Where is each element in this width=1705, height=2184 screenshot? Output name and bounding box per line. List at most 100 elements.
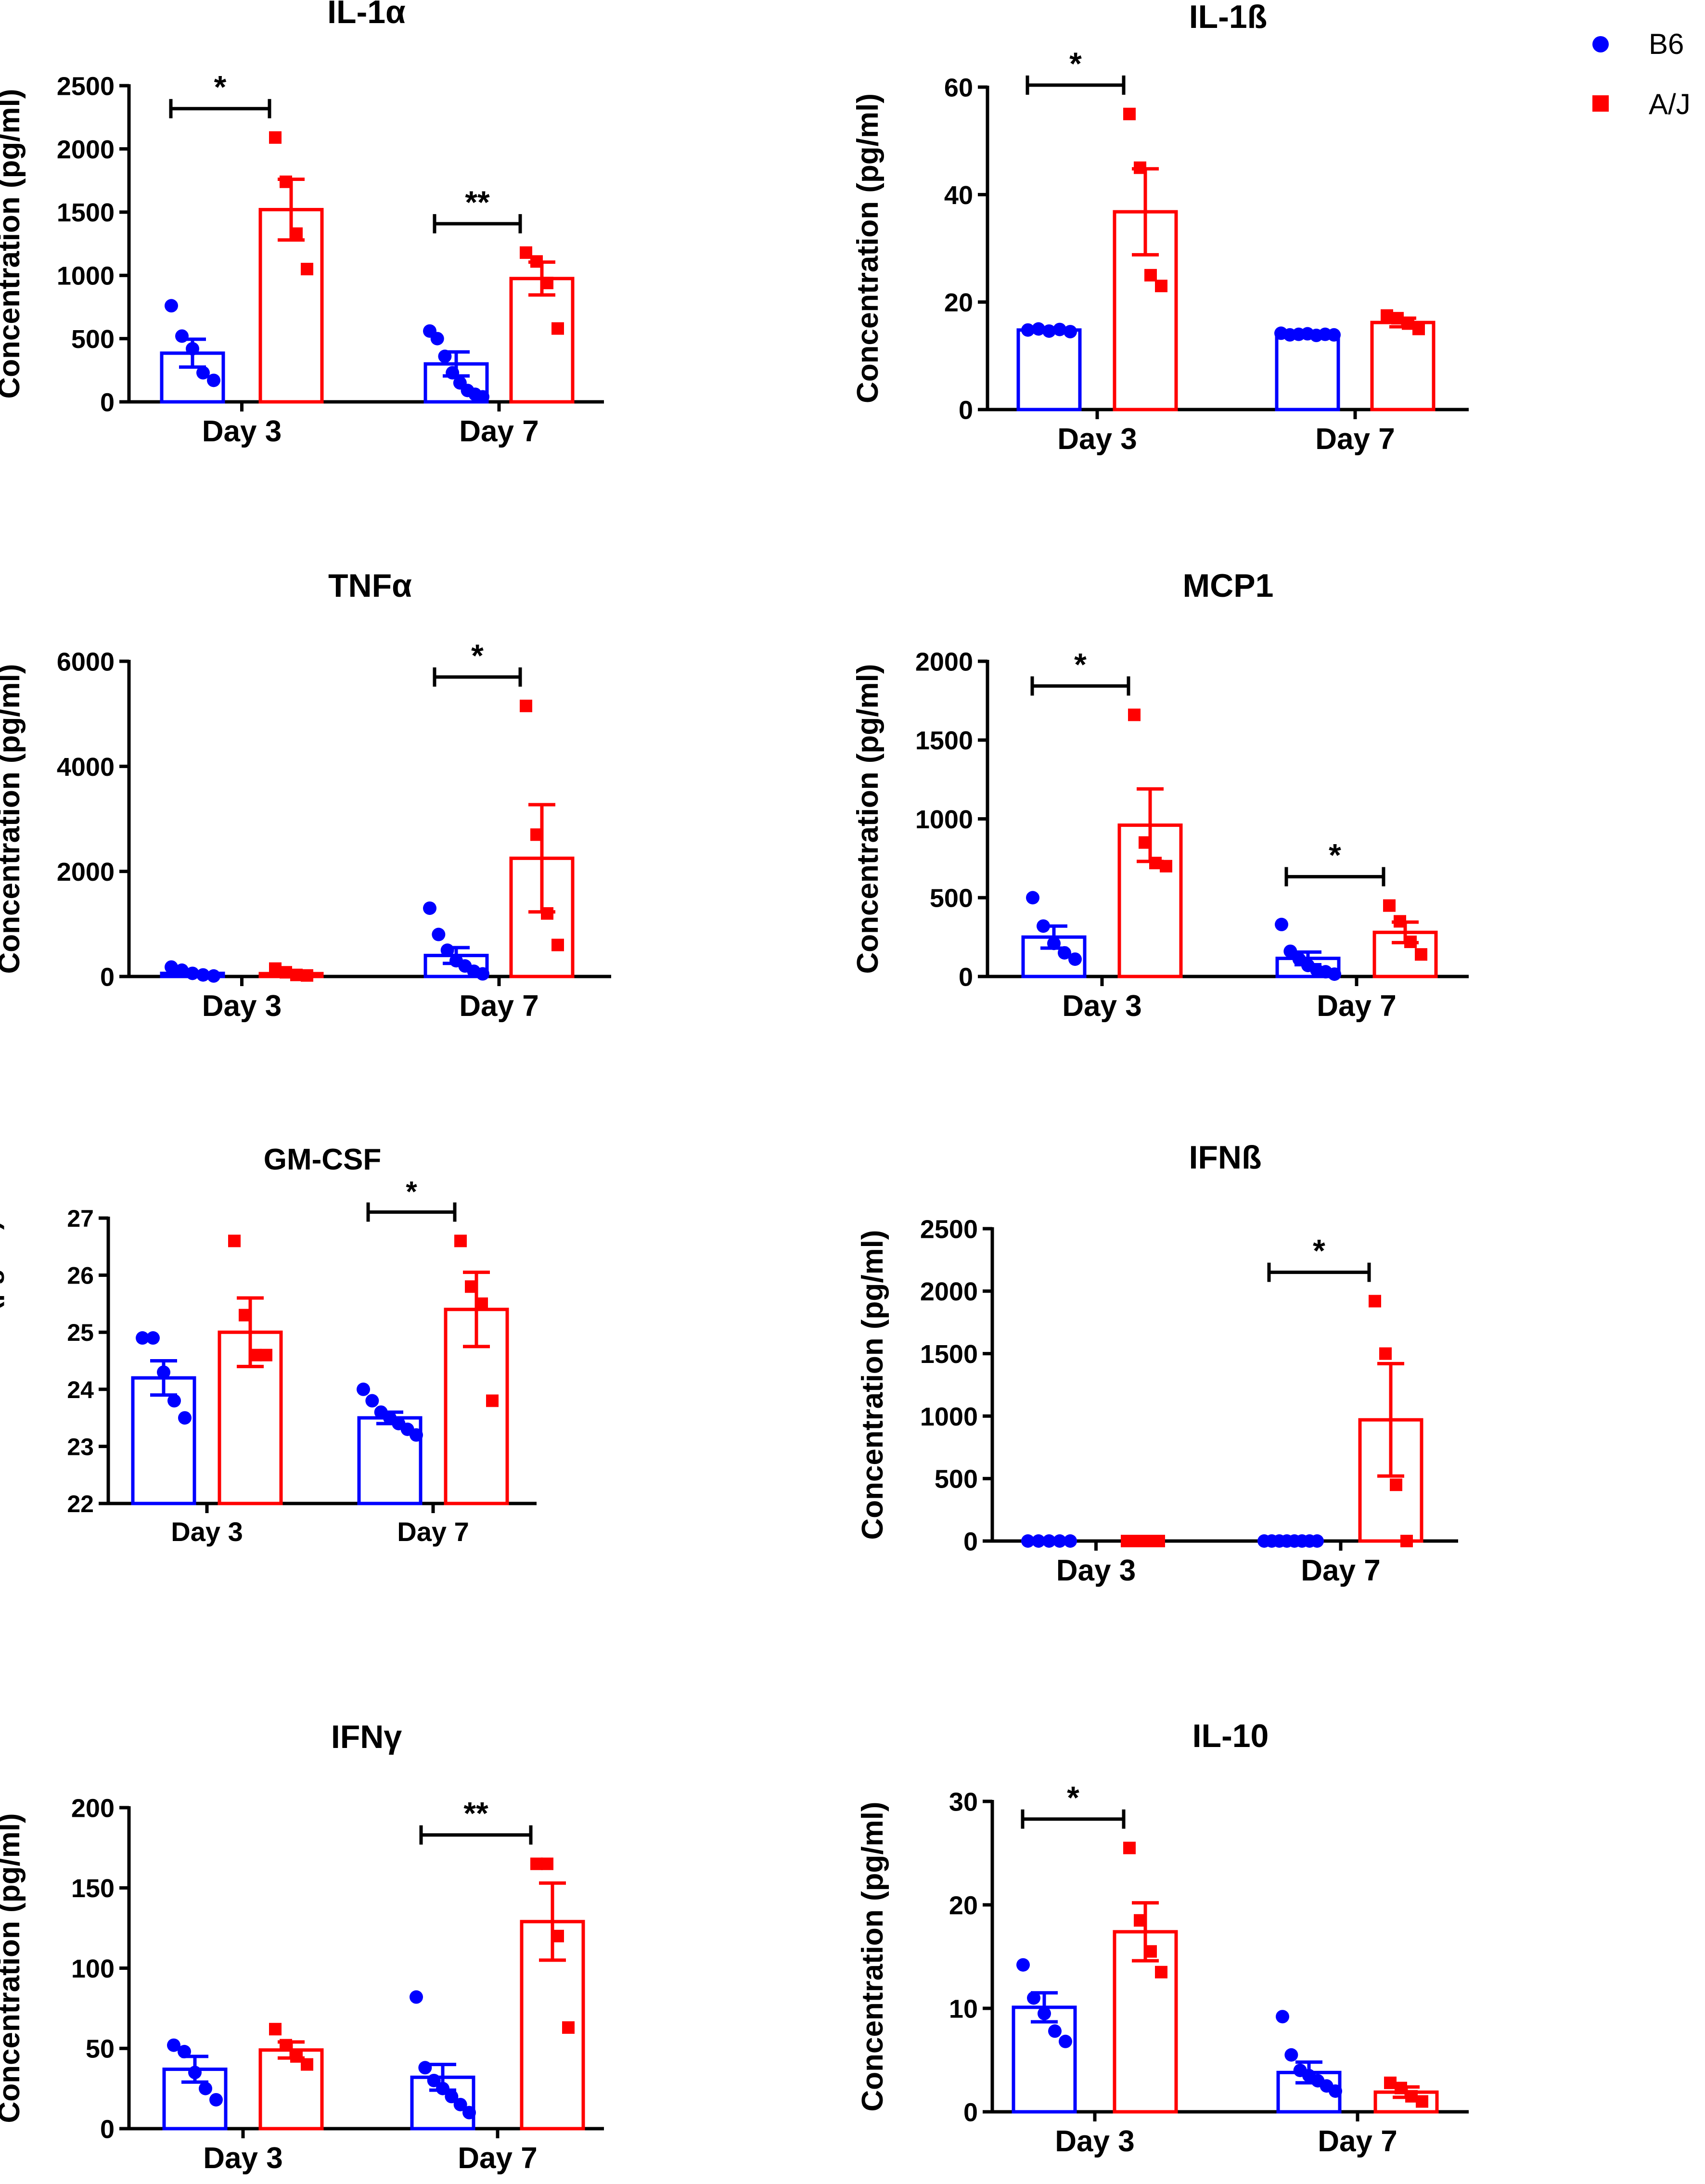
y-axis-label: Concentration (pg/ml) bbox=[0, 1221, 4, 1501]
x-tick-label: Day 3 bbox=[1062, 989, 1141, 1023]
legend-label-aj: A/J bbox=[1649, 88, 1691, 120]
data-point-b6 bbox=[1276, 2010, 1289, 2024]
data-point-b6 bbox=[186, 966, 199, 980]
data-point-aj bbox=[249, 1349, 262, 1362]
y-tick-label: 1000 bbox=[915, 805, 973, 834]
data-point-b6 bbox=[136, 1331, 149, 1345]
y-axis-label: Concentration (pg/ml) bbox=[0, 89, 26, 398]
chart-panel-8: IL-10 Concentration (pg/ml) 0 10 20 30 Day 3 Da… bbox=[856, 1718, 1469, 2158]
y-tick-label: 22 bbox=[67, 1490, 94, 1517]
data-point-b6 bbox=[1048, 2024, 1062, 2038]
data-point-aj bbox=[1381, 309, 1393, 322]
data-point-aj bbox=[1383, 899, 1396, 912]
x-tick-label: Day 3 bbox=[203, 2142, 282, 2175]
data-point-aj bbox=[290, 2050, 303, 2063]
y-axis-label: Concentration (pg/ml) bbox=[851, 664, 885, 974]
data-point-aj bbox=[290, 968, 303, 981]
data-point-b6 bbox=[445, 2090, 459, 2104]
data-point-b6 bbox=[365, 1394, 379, 1408]
y-tick-label: 2500 bbox=[920, 1215, 978, 1244]
y-tick-label: 1500 bbox=[920, 1340, 978, 1369]
data-point-b6 bbox=[1329, 2084, 1342, 2098]
data-point-b6 bbox=[165, 299, 178, 313]
significance-label: * bbox=[471, 638, 484, 673]
y-tick-label: 40 bbox=[944, 181, 973, 210]
y-tick-label: 0 bbox=[959, 963, 973, 991]
data-point-aj bbox=[486, 1394, 499, 1407]
data-point-aj bbox=[301, 969, 313, 982]
data-point-b6 bbox=[146, 1331, 160, 1345]
y-tick-label: 25 bbox=[67, 1319, 94, 1346]
data-point-b6 bbox=[432, 927, 446, 941]
data-point-aj bbox=[1160, 860, 1172, 873]
data-point-aj bbox=[1405, 2090, 1418, 2103]
data-point-b6 bbox=[209, 2093, 223, 2107]
y-tick-label: 500 bbox=[935, 1465, 978, 1494]
y-tick-label: 10 bbox=[949, 1994, 978, 2023]
data-point-b6 bbox=[186, 342, 199, 356]
significance-label: * bbox=[1313, 1233, 1325, 1269]
data-point-b6 bbox=[1042, 324, 1056, 338]
data-point-aj bbox=[239, 1309, 251, 1322]
chart-title: IL-10 bbox=[1192, 1718, 1269, 1754]
bar-b6 bbox=[1016, 328, 1082, 411]
data-point-aj bbox=[1391, 312, 1404, 325]
data-point-aj bbox=[1415, 948, 1427, 961]
data-point-b6 bbox=[188, 2066, 202, 2080]
x-tick-label: Day 3 bbox=[202, 415, 282, 448]
data-point-aj bbox=[269, 962, 282, 975]
y-axis-label: Concentration (pg/ml) bbox=[0, 664, 26, 974]
data-point-b6 bbox=[476, 390, 489, 404]
data-point-aj bbox=[1400, 1535, 1413, 1547]
y-tick-label: 27 bbox=[67, 1205, 94, 1232]
data-point-aj bbox=[1123, 107, 1136, 120]
data-point-aj bbox=[260, 1349, 272, 1362]
x-tick-label: Day 7 bbox=[1315, 423, 1395, 456]
data-point-aj bbox=[301, 263, 313, 276]
significance-label: * bbox=[1074, 646, 1087, 682]
data-point-b6 bbox=[1310, 1534, 1324, 1548]
data-point-aj bbox=[1155, 1966, 1167, 1978]
data-point-aj bbox=[1144, 269, 1157, 282]
bar-aj bbox=[509, 277, 575, 404]
y-axis-label: Concentration (pg/ml) bbox=[0, 1813, 26, 2123]
data-point-b6 bbox=[476, 967, 489, 981]
y-tick-label: 1000 bbox=[57, 262, 115, 291]
data-point-aj bbox=[551, 1929, 564, 1942]
data-point-b6 bbox=[196, 968, 210, 982]
chart-title: MCP1 bbox=[1183, 567, 1274, 604]
y-tick-label: 26 bbox=[67, 1262, 94, 1289]
data-point-aj bbox=[551, 322, 564, 335]
significance-label: ** bbox=[463, 1796, 488, 1831]
data-point-b6 bbox=[410, 1990, 423, 2004]
bar-aj bbox=[1370, 321, 1436, 411]
data-point-aj bbox=[1121, 1535, 1133, 1547]
significance-label: * bbox=[406, 1175, 417, 1208]
chart-title: IL-1ß bbox=[1189, 0, 1267, 35]
data-point-b6 bbox=[1021, 323, 1035, 337]
data-point-b6 bbox=[1038, 2006, 1051, 2020]
data-point-aj bbox=[530, 255, 543, 268]
chart-panel-6: IFNß Concentration (pg/ml) 0 500 1000 1500 200… bbox=[856, 1139, 1458, 1587]
significance-label: * bbox=[1067, 1780, 1079, 1815]
chart-title: TNFα bbox=[328, 567, 412, 604]
data-point-aj bbox=[1123, 1841, 1136, 1854]
data-point-b6 bbox=[423, 901, 436, 915]
data-point-aj bbox=[541, 1857, 553, 1870]
significance-label: ** bbox=[465, 184, 490, 220]
data-point-aj bbox=[1155, 280, 1167, 293]
significance-label: * bbox=[1329, 837, 1341, 873]
data-point-b6 bbox=[1064, 325, 1077, 339]
data-point-b6 bbox=[410, 1428, 423, 1442]
legend-entry-aj: A/J bbox=[1592, 88, 1691, 120]
y-tick-label: 150 bbox=[71, 1874, 115, 1903]
chart-panel-2: IL-1ß Concentration (pg/ml) 0 20 40 60 Day 3 Da… bbox=[851, 0, 1469, 456]
data-point-aj bbox=[1394, 915, 1406, 928]
y-tick-label: 0 bbox=[100, 388, 115, 417]
chart-title: GM-CSF bbox=[264, 1143, 382, 1176]
data-point-b6 bbox=[1042, 1534, 1056, 1548]
y-axis-label: Concentration (pg/ml) bbox=[851, 93, 885, 403]
data-point-aj bbox=[1416, 2095, 1428, 2108]
data-point-b6 bbox=[418, 2061, 432, 2075]
